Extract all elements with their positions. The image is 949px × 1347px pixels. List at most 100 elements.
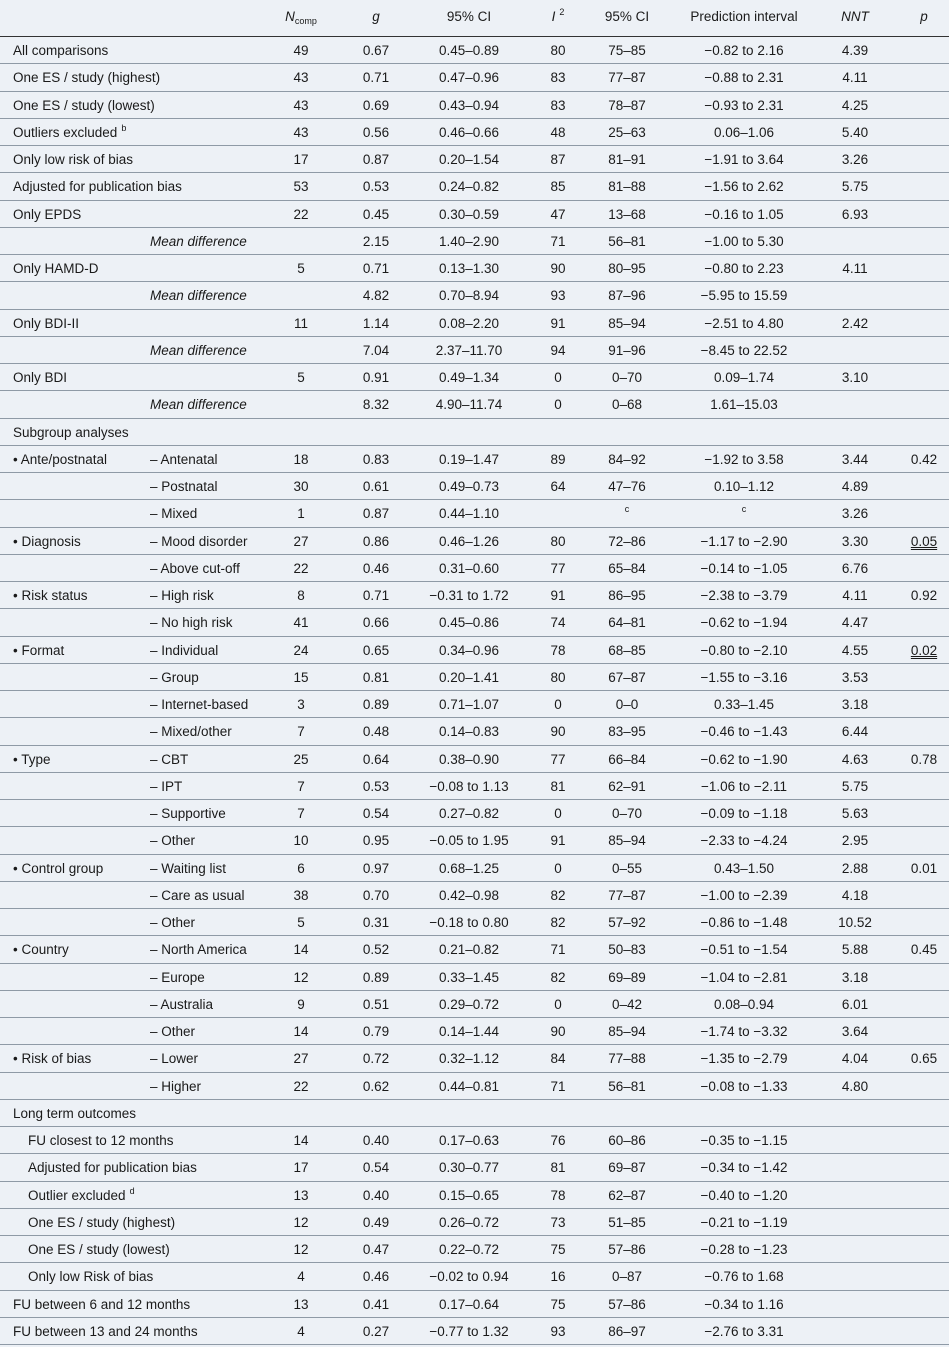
- cell-text: 4.89: [841, 479, 869, 494]
- table-cell: 0.31–0.60: [439, 561, 499, 576]
- cell-text: 0.47: [362, 1242, 390, 1257]
- table-cell: 82: [550, 970, 565, 985]
- table-cell: 0.89: [363, 697, 389, 712]
- table-cell: 15: [293, 670, 308, 685]
- cell-text: 78–87: [608, 97, 646, 113]
- table-cell: 2.15: [363, 234, 389, 249]
- table-cell: −0.62 to −1.90: [700, 752, 787, 767]
- table-cell: 0.20–1.54: [439, 152, 499, 167]
- cell-text: – High risk: [150, 588, 214, 603]
- table-cell: 71: [550, 234, 565, 249]
- table-cell: • Ante/postnatal: [13, 452, 107, 467]
- table-cell: 4.04: [842, 1051, 868, 1066]
- cell-text: 0.27: [362, 1323, 390, 1339]
- table-cell: 0.34–0.96: [439, 643, 499, 658]
- cell-text: 17: [293, 1160, 309, 1176]
- table-cell: −8.45 to 22.52: [701, 343, 788, 358]
- table-cell: 3.10: [842, 370, 868, 385]
- cell-text: 2.95: [841, 833, 869, 849]
- table-cell: 81: [550, 779, 565, 794]
- cell-text: – Other: [150, 1024, 196, 1039]
- cell-text: FU closest to 12 months: [28, 1133, 174, 1148]
- cell-text: 0.24–0.82: [438, 179, 500, 195]
- table-row: Adjusted for publication bias 17 0.54 0.30–…: [0, 1154, 949, 1182]
- table-cell: – Supportive: [150, 806, 226, 821]
- table-cell: – Postnatal: [150, 479, 218, 494]
- table-cell: 64: [550, 479, 565, 494]
- cell-text: – Internet-based: [150, 697, 249, 712]
- table-cell: 0.26–0.72: [439, 1215, 499, 1230]
- cell-text: 27: [293, 1051, 309, 1067]
- cell-text: 0.38–0.90: [438, 751, 500, 767]
- table-cell: 1.14: [363, 316, 389, 331]
- table-cell: • Risk status: [13, 588, 88, 603]
- table-row: • Ante/postnatal – Antenatal 18 0.83 0.19–1.…: [0, 446, 949, 473]
- cell-text: 82: [550, 887, 566, 903]
- table-cell: 1: [297, 506, 305, 521]
- table-row: • Type – CBT 25 0.64 0.38–0.90 77 66–84 −0.62 t…: [0, 746, 949, 773]
- cell-text: 0.20–1.54: [438, 152, 500, 167]
- table-cell: −1.56 to 2.62: [704, 179, 783, 194]
- table-cell: 4.89: [842, 479, 868, 494]
- table-cell: 9: [297, 997, 305, 1012]
- table-row: Long term outcomes: [0, 1100, 949, 1127]
- cell-text: – Other: [150, 833, 196, 849]
- table-cell: 30: [293, 479, 308, 494]
- table-cell: – Australia: [150, 997, 213, 1012]
- cell-text: −0.09 to −1.18: [700, 806, 788, 821]
- cell-text: 4.90–11.74: [435, 397, 503, 413]
- table-cell: 13: [293, 1188, 308, 1203]
- header-cell: NNT: [841, 9, 869, 24]
- cell-text: – Mixed: [150, 506, 198, 522]
- cell-text: – Mixed/other: [150, 724, 232, 740]
- cell-text: 6.01: [841, 996, 869, 1012]
- table-cell: −0.76 to 1.68: [704, 1269, 783, 1284]
- table-cell: FU between 6 and 12 months: [13, 1297, 190, 1312]
- table-cell: 0.71: [363, 588, 389, 603]
- cell-text: −0.28 to −1.23: [700, 1242, 788, 1257]
- table-cell: – No high risk: [150, 615, 233, 630]
- cell-text: One ES / study (lowest): [28, 1242, 170, 1257]
- cell-text: 0.46–0.66: [438, 124, 500, 140]
- cell-text: 12: [293, 969, 309, 985]
- table-row: • Diagnosis – Mood disorder 27 0.86 0.46–1.2…: [0, 528, 949, 555]
- table-cell: 77–87: [608, 70, 646, 85]
- cell-text: 7: [297, 724, 305, 740]
- table-cell: 0.45: [363, 207, 389, 222]
- table-cell: 0.47–0.96: [439, 70, 499, 85]
- table-row: – Group 15 0.81 0.20–1.41 80 67–87 −1.55 to −3…: [0, 664, 949, 691]
- table-cell: 0: [554, 806, 562, 821]
- superscript: d: [129, 1185, 135, 1196]
- table-row: – Australia 9 0.51 0.29–0.72 0 0–42 0.08–0.94 6…: [0, 991, 949, 1018]
- cell-text: −0.02 to 0.94: [429, 1269, 509, 1285]
- table-cell: 64–81: [608, 615, 646, 630]
- table-cell: 22: [293, 1079, 308, 1094]
- table-cell: −5.95 to 15.59: [701, 288, 788, 303]
- cell-text: 0.49: [362, 1214, 390, 1230]
- table-cell: 87–96: [608, 288, 646, 303]
- table-row: One ES / study (lowest) 12 0.47 0.22–0.72 75…: [0, 1236, 949, 1264]
- cell-text: Only BDI: [13, 370, 68, 385]
- table-cell: 7: [297, 724, 305, 739]
- table-cell: 0.45–0.86: [439, 615, 499, 630]
- table-cell: 3.30: [842, 534, 868, 549]
- cell-text: – Higher: [150, 1078, 202, 1094]
- cell-text: FU between 6 and 12 months: [13, 1296, 191, 1312]
- cell-text: 12: [293, 1214, 309, 1230]
- cell-text: −0.08 to −1.33: [700, 1078, 788, 1094]
- cell-text: • Control group: [13, 860, 104, 876]
- table-cell: 5.63: [842, 806, 868, 821]
- table-cell: 0.65: [363, 643, 389, 658]
- table-row: • Risk of bias – Lower 27 0.72 0.32–1.12 84 77…: [0, 1045, 949, 1073]
- cell-text: 0.53: [362, 778, 390, 794]
- table-cell: 0.43–0.94: [439, 98, 499, 113]
- table-row: – Care as usual 38 0.70 0.42–0.98 82 77–87 −1.…: [0, 882, 949, 909]
- cell-text: 56–81: [608, 233, 646, 249]
- cell-text: 6.44: [841, 724, 869, 740]
- table-cell: 5.40: [842, 125, 868, 140]
- cell-text: 95% CI: [604, 9, 650, 24]
- cell-text: 50–83: [608, 942, 646, 958]
- cell-text: 0.46: [362, 560, 390, 576]
- table-cell: 83: [550, 70, 565, 85]
- table-cell: 86–95: [608, 588, 646, 603]
